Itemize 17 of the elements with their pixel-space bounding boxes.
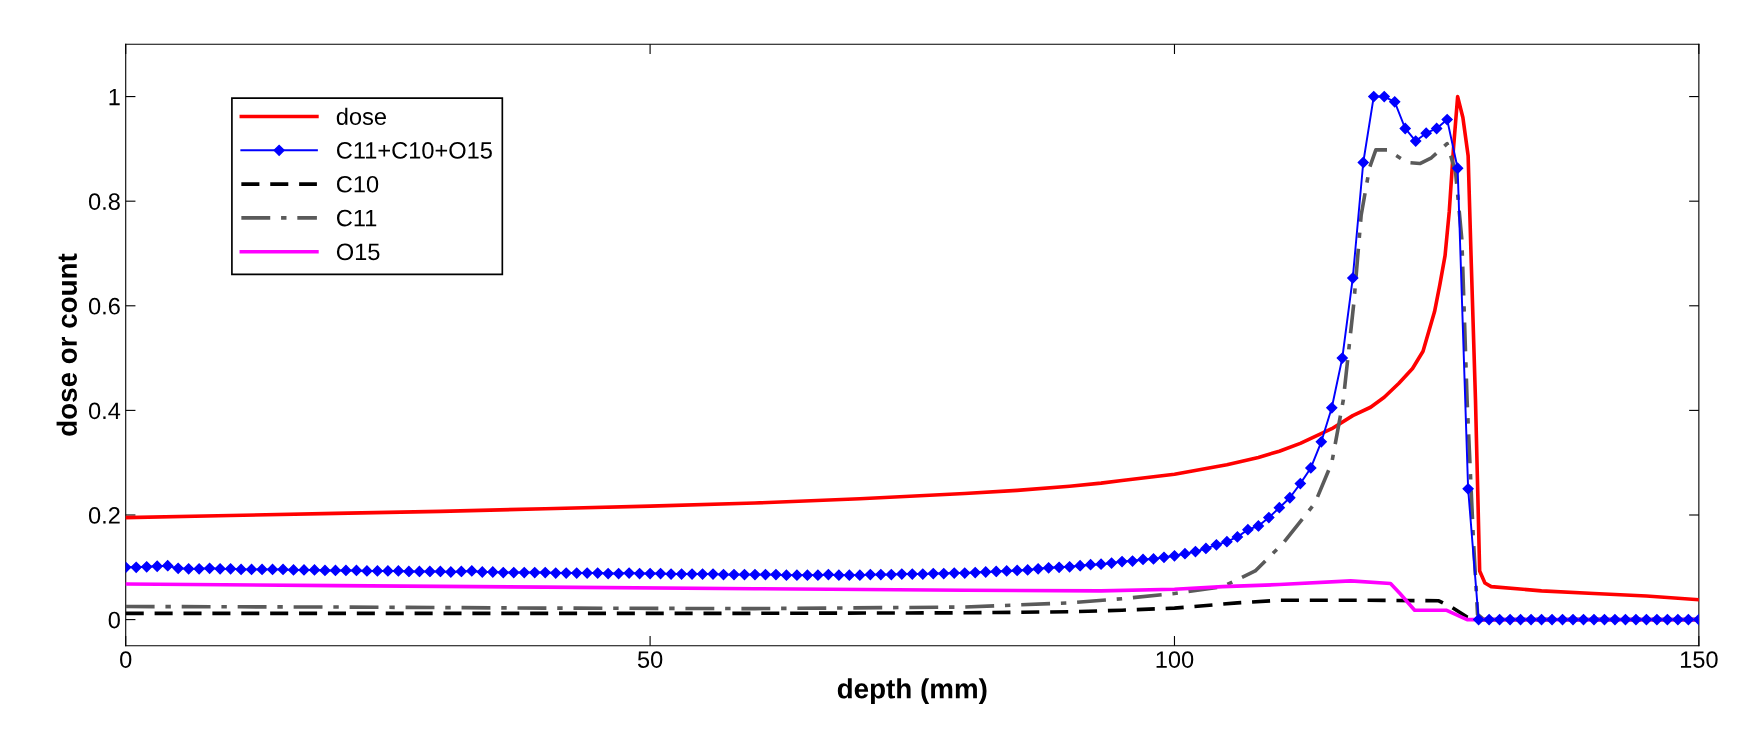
x-tick-label: 0 xyxy=(120,651,132,668)
legend-label: O15 xyxy=(336,243,380,261)
x-axis-title: depth (mm) xyxy=(837,678,987,705)
legend-label: C11+C10+O15 xyxy=(336,142,492,159)
y-tick-label: 1 xyxy=(109,88,120,106)
x-tick-label: 50 xyxy=(637,651,663,668)
y-tick-label: 0.8 xyxy=(88,193,120,210)
y-tick-label: 0.6 xyxy=(88,297,120,315)
y-tick-label: 0.4 xyxy=(88,402,121,420)
y-tick-label: 0 xyxy=(108,611,120,629)
x-tick-label: 150 xyxy=(1680,651,1718,668)
y-tick-label: 0.2 xyxy=(88,507,120,524)
legend-label: C11 xyxy=(336,209,377,227)
y-axis-title: dose or count xyxy=(56,253,77,436)
legend-label: C10 xyxy=(336,175,379,193)
x-tick-label: 100 xyxy=(1156,651,1194,668)
legend-label: dose xyxy=(336,107,386,125)
